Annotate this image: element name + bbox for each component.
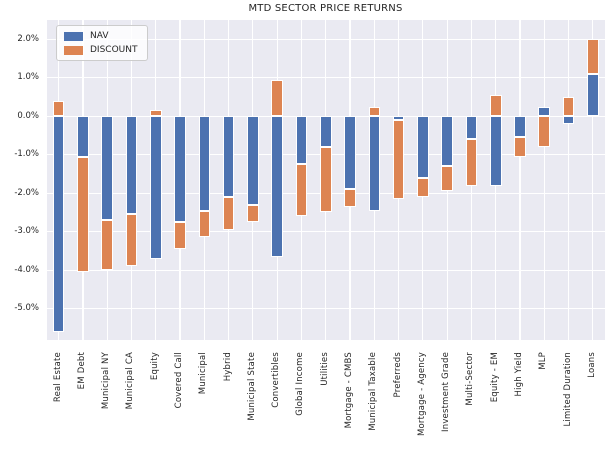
bar-segment-discount-equity-em bbox=[489, 95, 502, 117]
bar-segment-discount-municipal-ny bbox=[101, 220, 113, 271]
gridline-vertical bbox=[543, 20, 545, 340]
bar-segment-discount-hybrid bbox=[222, 197, 235, 230]
x-tick-label: Mortgage - Agency bbox=[416, 352, 427, 436]
y-tick-label: -3.0% bbox=[14, 226, 39, 237]
bar-segment-nav-municipal-ny bbox=[101, 116, 113, 221]
x-tick-label: Investment Grade bbox=[441, 352, 452, 432]
bar-segment-nav-real-estate bbox=[52, 116, 65, 332]
bar-segment-discount-limited-duration bbox=[562, 96, 575, 117]
bar-segment-nav-preferreds bbox=[392, 116, 405, 121]
bar-segment-nav-global-income bbox=[295, 116, 308, 165]
legend-item-nav: NAV bbox=[64, 31, 137, 41]
bar-segment-nav-limited-duration bbox=[562, 116, 575, 124]
bar-segment-nav-hybrid bbox=[222, 116, 235, 198]
bar-segment-discount-municipal bbox=[198, 210, 211, 238]
bar-segment-nav-covered-call bbox=[174, 116, 186, 223]
x-tick-label: Equity - EM bbox=[489, 352, 500, 403]
bar-segment-discount-global-income bbox=[295, 164, 308, 217]
bar-segment-discount-convertibles bbox=[271, 79, 283, 117]
y-tick-label: -1.0% bbox=[14, 149, 39, 160]
bar-segment-discount-preferreds bbox=[392, 120, 405, 199]
x-tick-label: Mortgage - CMBS bbox=[344, 352, 355, 429]
legend-label-discount: DISCOUNT bbox=[90, 45, 138, 55]
x-tick-label: MLP bbox=[538, 352, 549, 370]
bar-segment-discount-municipal-state bbox=[247, 204, 259, 223]
bar-segment-nav-municipal-state bbox=[247, 116, 259, 205]
x-tick-label: Global Income bbox=[295, 352, 306, 416]
nav-swatch-icon bbox=[64, 31, 83, 41]
bar-segment-nav-mortgage-agency bbox=[417, 116, 429, 178]
bar-segment-discount-high-yield bbox=[514, 137, 526, 157]
x-tick-label: Utilities bbox=[319, 352, 330, 386]
x-tick-label: Equity bbox=[149, 352, 160, 381]
bar-segment-nav-equity-em bbox=[489, 116, 502, 186]
bar-segment-nav-em-debt bbox=[77, 116, 89, 157]
x-tick-label: Municipal NY bbox=[101, 352, 112, 410]
x-tick-label: Loans bbox=[586, 352, 597, 378]
y-tick-label: 0.0% bbox=[17, 110, 39, 121]
y-tick-label: -5.0% bbox=[14, 303, 39, 314]
bar-segment-nav-mlp bbox=[538, 106, 551, 117]
bar-segment-discount-mortgage-cmbs bbox=[344, 189, 356, 207]
legend: NAV DISCOUNT bbox=[56, 25, 149, 61]
x-tick-label: Hybrid bbox=[222, 352, 233, 382]
x-tick-label: Municipal CA bbox=[125, 352, 136, 410]
bar-segment-discount-mortgage-agency bbox=[417, 177, 429, 198]
gridline-vertical bbox=[567, 20, 570, 340]
discount-swatch-icon bbox=[64, 45, 83, 55]
x-tick-label: Preferreds bbox=[392, 352, 403, 398]
x-tick-label: High Yield bbox=[514, 352, 524, 397]
bar-segment-nav-municipal bbox=[198, 116, 211, 211]
y-tick-label: -4.0% bbox=[14, 264, 39, 275]
legend-item-discount: DISCOUNT bbox=[64, 45, 137, 55]
y-tick-label: 2.0% bbox=[17, 33, 39, 44]
bar-segment-discount-equity bbox=[149, 110, 162, 117]
x-tick-label: Limited Duration bbox=[562, 352, 573, 427]
x-tick-label: Municipal Taxable bbox=[368, 352, 379, 431]
x-tick-label: Municipal State bbox=[246, 352, 257, 421]
bar-segment-nav-mortgage-cmbs bbox=[344, 116, 356, 190]
y-tick-label: 1.0% bbox=[17, 72, 39, 83]
bar-segment-discount-investment-grade bbox=[441, 166, 453, 192]
bar-segment-discount-real-estate bbox=[52, 100, 65, 117]
bar-segment-nav-equity bbox=[149, 116, 162, 259]
bar-segment-nav-multi-sector bbox=[465, 116, 478, 140]
bar-segment-discount-municipal-ca bbox=[125, 214, 138, 267]
gridline-vertical bbox=[519, 20, 521, 340]
bar-segment-nav-municipal-taxable bbox=[368, 116, 381, 211]
x-tick-label: Real Estate bbox=[52, 352, 63, 403]
gridline-vertical bbox=[592, 20, 594, 340]
y-tick-label: -2.0% bbox=[14, 187, 39, 198]
bar-segment-nav-municipal-ca bbox=[125, 116, 138, 215]
bar-segment-nav-utilities bbox=[319, 116, 332, 148]
x-tick-label: Covered Call bbox=[174, 352, 185, 409]
x-tick-label: EM Debt bbox=[76, 352, 87, 390]
bar-segment-nav-investment-grade bbox=[441, 116, 453, 167]
x-tick-label: Multi-Sector bbox=[465, 352, 476, 406]
bar-segment-discount-municipal-taxable bbox=[368, 106, 381, 117]
x-tick-label: Convertibles bbox=[271, 352, 282, 408]
bar-segment-nav-convertibles bbox=[271, 116, 283, 257]
chart-title: MTD SECTOR PRICE RETURNS bbox=[248, 3, 403, 14]
legend-label-nav: NAV bbox=[90, 31, 109, 41]
x-tick-label: Municipal bbox=[198, 352, 209, 395]
bar-segment-discount-em-debt bbox=[77, 156, 89, 273]
bar-segment-nav-high-yield bbox=[514, 116, 526, 138]
bar-segment-discount-covered-call bbox=[174, 222, 186, 250]
bar-segment-discount-loans bbox=[587, 39, 599, 74]
bar-segment-discount-mlp bbox=[538, 116, 551, 148]
bar-segment-discount-multi-sector bbox=[465, 139, 478, 186]
bar-segment-discount-utilities bbox=[319, 147, 332, 213]
bar-segment-nav-loans bbox=[587, 73, 599, 117]
